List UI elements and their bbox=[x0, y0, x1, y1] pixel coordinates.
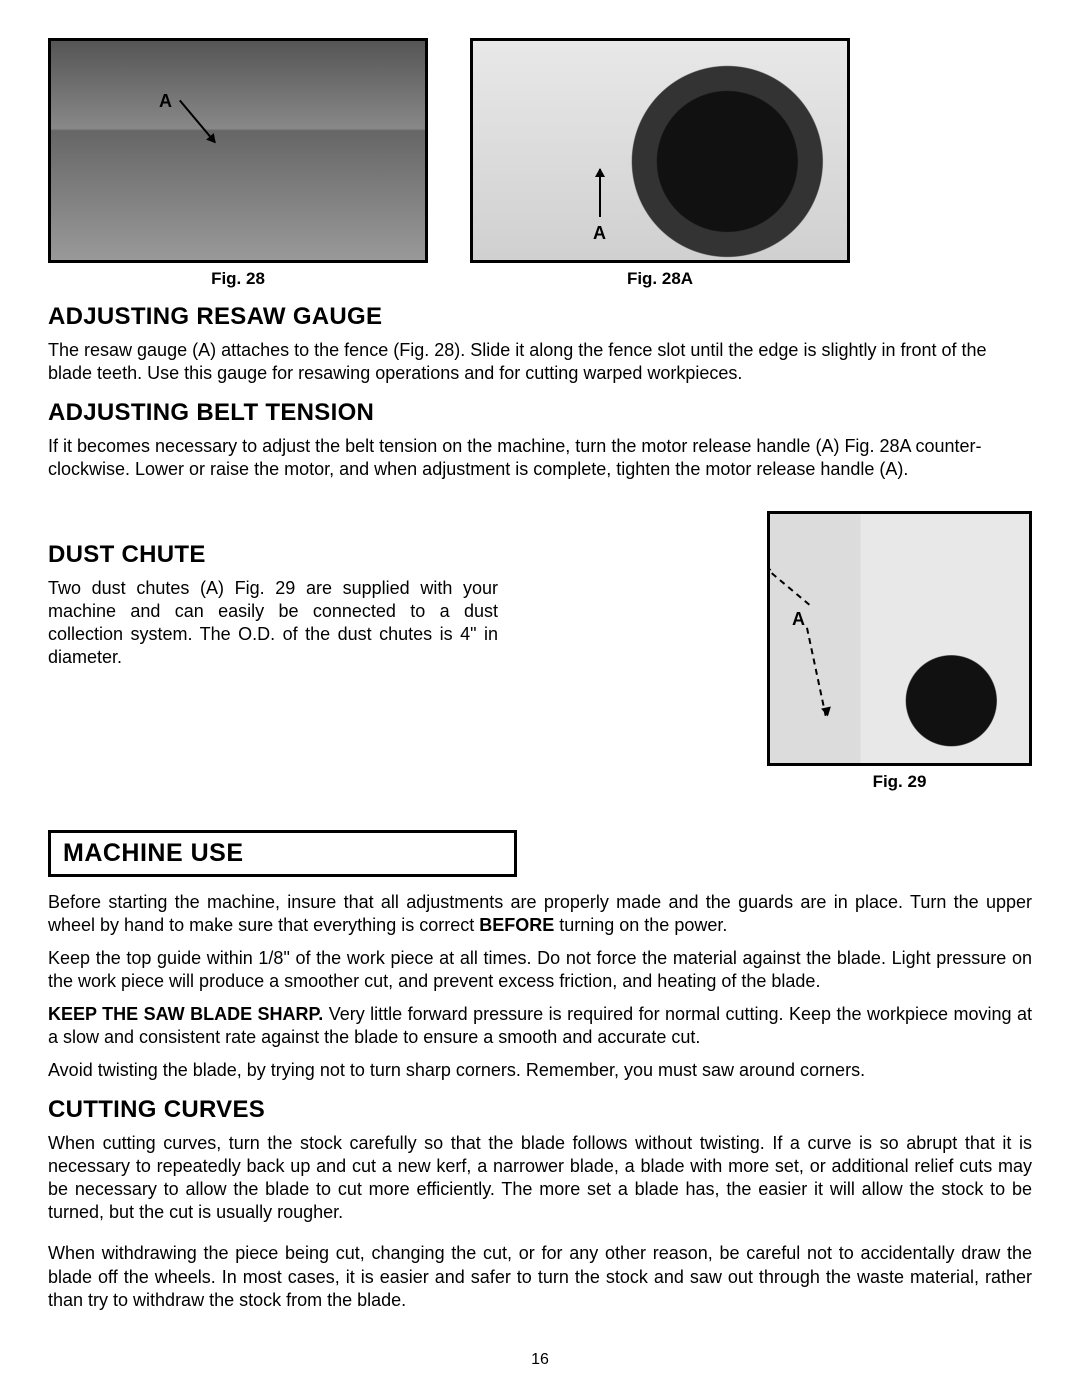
para-dust: Two dust chutes (A) Fig. 29 are supplied… bbox=[48, 577, 498, 669]
figure-28a-image: A bbox=[470, 38, 850, 263]
para-curves-1: When cutting curves, turn the stock care… bbox=[48, 1132, 1032, 1224]
para-curves-2: When withdrawing the piece being cut, ch… bbox=[48, 1242, 1032, 1311]
para-mu-1b: BEFORE bbox=[479, 915, 554, 935]
para-resaw: The resaw gauge (A) attaches to the fenc… bbox=[48, 339, 1032, 385]
para-mu-2: Keep the top guide within 1/8" of the wo… bbox=[48, 947, 1032, 993]
fig29-arrow-1 bbox=[767, 566, 810, 606]
figure-29-image: A bbox=[767, 511, 1032, 766]
heading-resaw: ADJUSTING RESAW GAUGE bbox=[48, 303, 1032, 331]
fig29-caption: Fig. 29 bbox=[873, 772, 927, 792]
page-number: 16 bbox=[531, 1351, 549, 1369]
figure-28: A Fig. 28 bbox=[48, 38, 428, 289]
figure-28-image: A bbox=[48, 38, 428, 263]
heading-curves: CUTTING CURVES bbox=[48, 1096, 1032, 1124]
dust-row: DUST CHUTE Two dust chutes (A) Fig. 29 a… bbox=[48, 511, 1032, 792]
fig28a-caption: Fig. 28A bbox=[627, 269, 693, 289]
para-mu-1c: turning on the power. bbox=[554, 915, 727, 935]
para-mu-3a: KEEP THE SAW BLADE SHARP. bbox=[48, 1004, 323, 1024]
fig29-arrow-2 bbox=[806, 628, 827, 716]
dust-left: DUST CHUTE Two dust chutes (A) Fig. 29 a… bbox=[48, 511, 727, 679]
fig28-caption: Fig. 28 bbox=[211, 269, 265, 289]
fig28-label-a: A bbox=[159, 91, 172, 112]
fig28-arrow bbox=[179, 100, 216, 143]
fig28a-label-a: A bbox=[593, 223, 606, 244]
figure-28a: A Fig. 28A bbox=[470, 38, 850, 289]
fig29-label-a: A bbox=[792, 609, 805, 630]
heading-machine-use: MACHINE USE bbox=[48, 830, 517, 877]
para-mu-3: KEEP THE SAW BLADE SHARP. Very little fo… bbox=[48, 1003, 1032, 1049]
heading-dust: DUST CHUTE bbox=[48, 541, 727, 569]
heading-belt: ADJUSTING BELT TENSION bbox=[48, 399, 1032, 427]
para-mu-4: Avoid twisting the blade, by trying not … bbox=[48, 1059, 1032, 1082]
para-mu-1: Before starting the machine, insure that… bbox=[48, 891, 1032, 937]
fig28a-arrow bbox=[599, 169, 601, 217]
para-belt: If it becomes necessary to adjust the be… bbox=[48, 435, 1032, 481]
figure-row: A Fig. 28 A Fig. 28A bbox=[48, 38, 1032, 289]
figure-29: A Fig. 29 bbox=[767, 511, 1032, 792]
